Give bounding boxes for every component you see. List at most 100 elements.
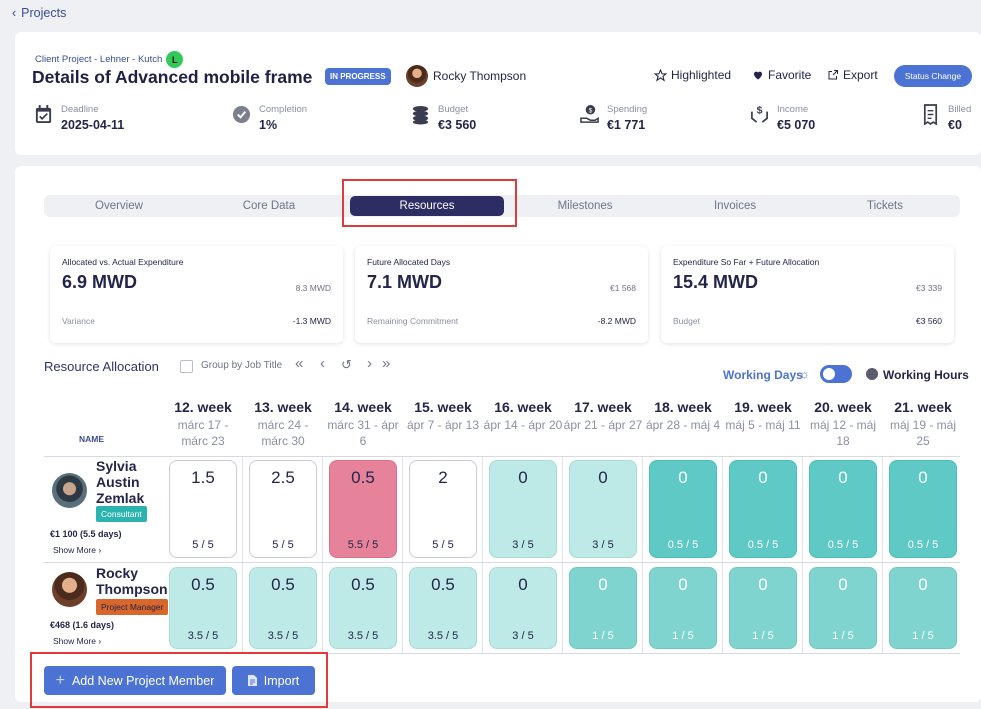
favorite-button[interactable]: Favorite (752, 68, 811, 82)
week-header: 20. week máj 12 - máj 18 (803, 399, 883, 449)
week-number: 18. week (654, 399, 712, 415)
column-divider (802, 457, 803, 653)
metric-label: Budget (673, 316, 700, 326)
allocation-cell[interactable]: 0.5 3.5 / 5 (169, 567, 237, 649)
tab-invoices[interactable]: Invoices (713, 200, 757, 212)
allocated-value: 0 (518, 575, 528, 594)
allocation-cell[interactable]: 0 1 / 5 (729, 567, 797, 649)
allocation-cell[interactable]: 0 0.5 / 5 (809, 460, 877, 558)
export-button[interactable]: Export (827, 68, 878, 82)
column-divider (642, 457, 643, 653)
owner-name: Rocky Thompson (433, 69, 527, 83)
owner-avatar (406, 65, 428, 87)
week-number: 17. week (574, 399, 632, 415)
capacity-value: 5 / 5 (272, 539, 294, 551)
allocation-cell[interactable]: 0 1 / 5 (889, 567, 957, 649)
allocation-cell[interactable]: 0 0.5 / 5 (889, 460, 957, 558)
metric-title: Future Allocated Days (367, 257, 451, 267)
allocated-value: 0 (918, 468, 928, 487)
stat-value: €3 560 (438, 118, 477, 132)
first-page-icon[interactable]: « (295, 355, 304, 372)
working-hours-label: Working Hours (883, 368, 969, 382)
plus-icon: + (55, 671, 65, 689)
highlighted-button[interactable]: Highlighted (654, 68, 731, 82)
project-title: Details of Advanced mobile frame (32, 67, 313, 87)
metric-title: Expenditure So Far + Future Allocation (673, 257, 820, 267)
previous-week-icon[interactable]: ‹ (320, 355, 325, 372)
allocated-value: 0 (678, 575, 688, 594)
allocation-cell[interactable]: 0 3 / 5 (489, 460, 557, 558)
allocation-cell[interactable]: 0 3 / 5 (569, 460, 637, 558)
last-page-icon[interactable]: » (382, 355, 391, 372)
tab-tickets[interactable]: Tickets (866, 200, 903, 212)
week-range: ápr 7 - ápr 13 (406, 418, 480, 432)
week-range: máj 19 - máj 25 (889, 418, 957, 448)
allocated-value: 0 (598, 468, 608, 487)
stat-label: Income (777, 104, 809, 115)
capacity-value: 1 / 5 (832, 630, 854, 642)
allocated-value: 0 (518, 468, 528, 487)
client-breadcrumb[interactable]: Client Project - Lehner - Kutch L (35, 51, 184, 68)
week-number: 12. week (174, 399, 232, 415)
allocation-cell[interactable]: 0 3 / 5 (489, 567, 557, 649)
week-range: ápr 28 - máj 4 (645, 418, 721, 432)
week-number: 14. week (334, 399, 392, 415)
metric-card-future-days: Future Allocated Days 7.1 MWD €1 568 Rem… (355, 246, 648, 343)
stat-label: Deadline (61, 104, 99, 115)
tab-core-data[interactable]: Core Data (242, 200, 296, 212)
allocation-cell[interactable]: 2.5 5 / 5 (249, 460, 317, 558)
week-header: 17. week ápr 21 - ápr 27 (563, 399, 643, 433)
allocation-cell[interactable]: 0 1 / 5 (809, 567, 877, 649)
status-change-button[interactable]: Status Change (894, 65, 972, 87)
allocation-cell[interactable]: 0 1 / 5 (569, 567, 637, 649)
reset-icon[interactable]: ↺ (341, 357, 352, 372)
capacity-value: 3.5 / 5 (347, 630, 379, 642)
next-week-icon[interactable]: › (367, 355, 372, 372)
week-range: máj 5 - máj 11 (725, 418, 801, 432)
chevron-left-icon: ‹ (12, 6, 17, 20)
metric-label-value: -1.3 MWD (292, 316, 331, 326)
tab-overview[interactable]: Overview (95, 200, 143, 212)
week-header: 16. week ápr 14 - ápr 20 (483, 399, 563, 433)
allocated-value: 0 (838, 468, 848, 487)
stat-label: Spending (607, 104, 648, 115)
allocation-cell[interactable]: 0 0.5 / 5 (649, 460, 717, 558)
tab-milestones[interactable]: Milestones (557, 200, 613, 212)
client-badge: L (166, 51, 184, 68)
week-number: 16. week (494, 399, 552, 415)
metric-card-total: Expenditure So Far + Future Allocation 1… (661, 246, 954, 343)
allocation-cell[interactable]: 0 1 / 5 (649, 567, 717, 649)
allocation-cell[interactable]: 2 5 / 5 (409, 460, 477, 558)
metric-title: Allocated vs. Actual Expenditure (62, 257, 184, 267)
allocation-cell[interactable]: 0.5 5.5 / 5 (329, 460, 397, 558)
allocation-cell[interactable]: 1.5 5 / 5 (169, 460, 237, 558)
days-hours-toggle[interactable] (820, 365, 852, 383)
heart-icon (753, 71, 763, 80)
capacity-value: 0.5 / 5 (907, 539, 939, 551)
allocation-cell[interactable]: 0 0.5 / 5 (729, 460, 797, 558)
row-divider (44, 456, 960, 457)
allocation-cell[interactable]: 0.5 3.5 / 5 (249, 567, 317, 649)
back-to-projects-link[interactable]: ‹ Projects (12, 6, 66, 20)
show-more-link[interactable]: Show More › (53, 636, 102, 646)
capacity-value: 3.5 / 5 (187, 630, 219, 642)
hand-coin-icon: $ (580, 105, 599, 123)
working-days-label: Working Days (723, 368, 803, 382)
week-header: 12. week márc 17 - márc 23 (163, 399, 243, 449)
allocation-cell[interactable]: 0.5 3.5 / 5 (329, 567, 397, 649)
metric-sub: 8.3 MWD (295, 283, 331, 293)
status-badge: IN PROGRESS (325, 68, 391, 85)
allocated-value: 2 (438, 468, 448, 487)
import-button[interactable]: Import (232, 666, 315, 695)
allocation-cell[interactable]: 0.5 3.5 / 5 (409, 567, 477, 649)
week-number: 15. week (414, 399, 472, 415)
tab-resources[interactable]: Resources (349, 196, 505, 216)
allocated-value: 0 (838, 575, 848, 594)
project-owner[interactable]: Rocky Thompson (406, 65, 526, 87)
member-avatar (52, 473, 87, 508)
group-by-job-title-checkbox[interactable] (180, 360, 193, 373)
svg-text:$: $ (589, 108, 593, 115)
add-project-member-button[interactable]: + Add New Project Member (44, 666, 226, 695)
metric-value: 7.1 MWD (367, 272, 443, 292)
show-more-link[interactable]: Show More › (53, 545, 102, 555)
